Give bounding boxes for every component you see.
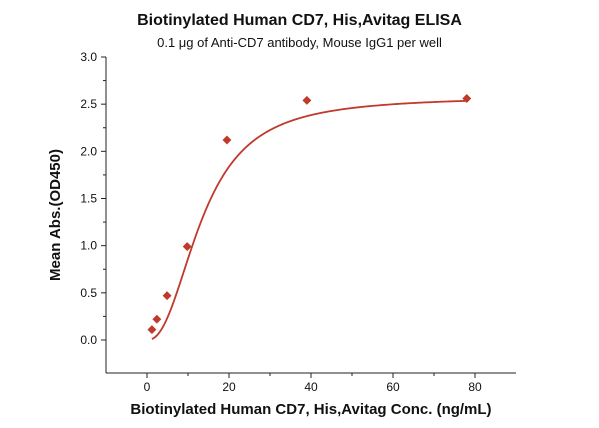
chart-title: Biotinylated Human CD7, His,Avitag ELISA <box>137 12 462 29</box>
y-tick-label: 2.5 <box>80 97 97 111</box>
x-axis-title: Biotinylated Human CD7, His,Avitag Conc.… <box>130 401 491 418</box>
x-tick-label: 80 <box>468 380 482 394</box>
x-axis-ticks: 0 20 40 60 80 <box>144 373 482 394</box>
x-tick-label: 60 <box>386 380 400 394</box>
y-tick-label: 1.0 <box>80 239 97 253</box>
x-tick-label: 40 <box>304 380 318 394</box>
y-tick-label: 2.0 <box>80 144 97 158</box>
data-point <box>302 95 312 105</box>
data-point <box>152 314 162 324</box>
data-point <box>182 242 192 252</box>
y-tick-label: 0.5 <box>80 286 97 300</box>
fit-curve <box>151 99 467 340</box>
chart-subtitle: 0.1 μg of Anti-CD7 antibody, Mouse IgG1 … <box>157 35 442 50</box>
data-point <box>147 325 157 335</box>
data-point <box>162 291 172 301</box>
y-tick-label: 3.0 <box>80 50 97 64</box>
chart-axes <box>105 57 516 374</box>
data-point <box>462 93 472 104</box>
data-points <box>147 93 472 335</box>
y-tick-label: 0.0 <box>80 333 97 347</box>
y-tick-label: 1.5 <box>80 191 97 205</box>
y-axis-ticks: 0.0 0.5 1.0 1.5 2.0 2.5 3.0 <box>80 50 106 347</box>
data-point <box>222 135 232 145</box>
x-tick-label: 20 <box>222 380 236 394</box>
y-axis-title: Mean Abs.(OD450) <box>47 149 64 281</box>
x-tick-label: 0 <box>144 380 151 394</box>
